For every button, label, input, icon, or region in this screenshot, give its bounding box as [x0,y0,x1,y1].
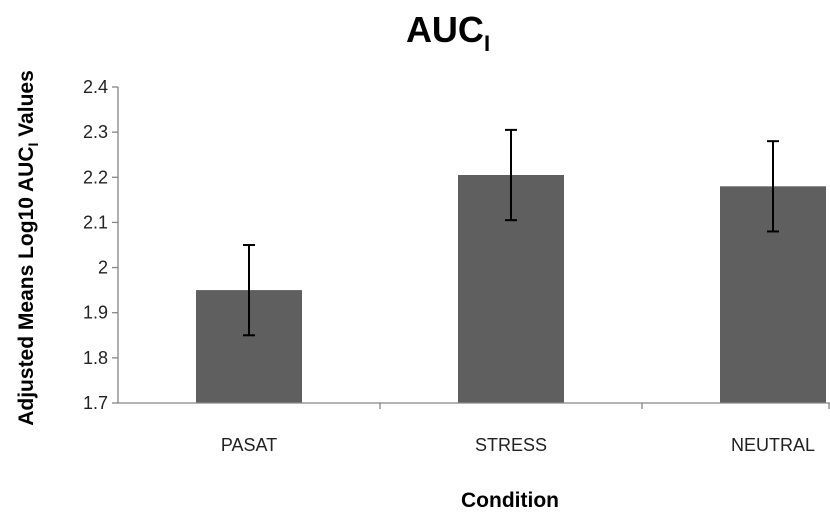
y-tick-label: 1.9 [83,303,108,323]
chart-title-subscript: I [484,31,490,56]
y-axis-title-subscript: I [25,143,41,147]
chart-title: AUCI [406,9,490,56]
y-tick-label: 2.1 [83,212,108,232]
y-tick-label: 1.8 [83,348,108,368]
x-axis-title: Condition [461,489,559,512]
y-tick-label: 1.7 [83,393,108,413]
y-axis-title-main: Adjusted Means Log10 AUC [15,147,38,426]
x-category-label: STRESS [475,435,547,455]
y-axis-title: Adjusted Means Log10 AUCI Values [15,70,41,426]
y-tick-label: 2.4 [83,77,108,97]
chart-title-main: AUC [406,9,484,50]
plot-area: 1.7 1.8 1.9 2 2.1 2.2 2.3 2.4 PASAT STRESS NEUTRAL [83,77,830,455]
y-tick-label: 2 [98,258,108,278]
y-tick-label: 2.3 [83,122,108,142]
x-category-label: PASAT [221,435,277,455]
y-tick-label: 2.2 [83,167,108,187]
y-axis-title-suffix: Values [15,70,38,142]
x-category-label: NEUTRAL [731,435,815,455]
